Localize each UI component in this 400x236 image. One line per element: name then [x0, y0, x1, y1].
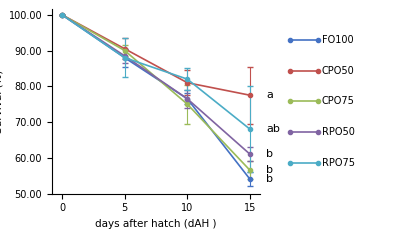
Text: a: a [266, 90, 273, 100]
Text: FO100: FO100 [322, 35, 354, 45]
Text: RPO50: RPO50 [322, 127, 355, 137]
Text: CPO75: CPO75 [322, 97, 355, 106]
X-axis label: days after hatch (dAH ): days after hatch (dAH ) [95, 219, 217, 229]
Text: ab: ab [266, 124, 280, 134]
Y-axis label: Survival (%): Survival (%) [0, 70, 3, 133]
Text: b: b [266, 149, 273, 159]
Text: b: b [266, 165, 273, 175]
Text: RPO75: RPO75 [322, 158, 355, 168]
Text: b: b [266, 174, 273, 184]
Text: CPO50: CPO50 [322, 66, 355, 76]
